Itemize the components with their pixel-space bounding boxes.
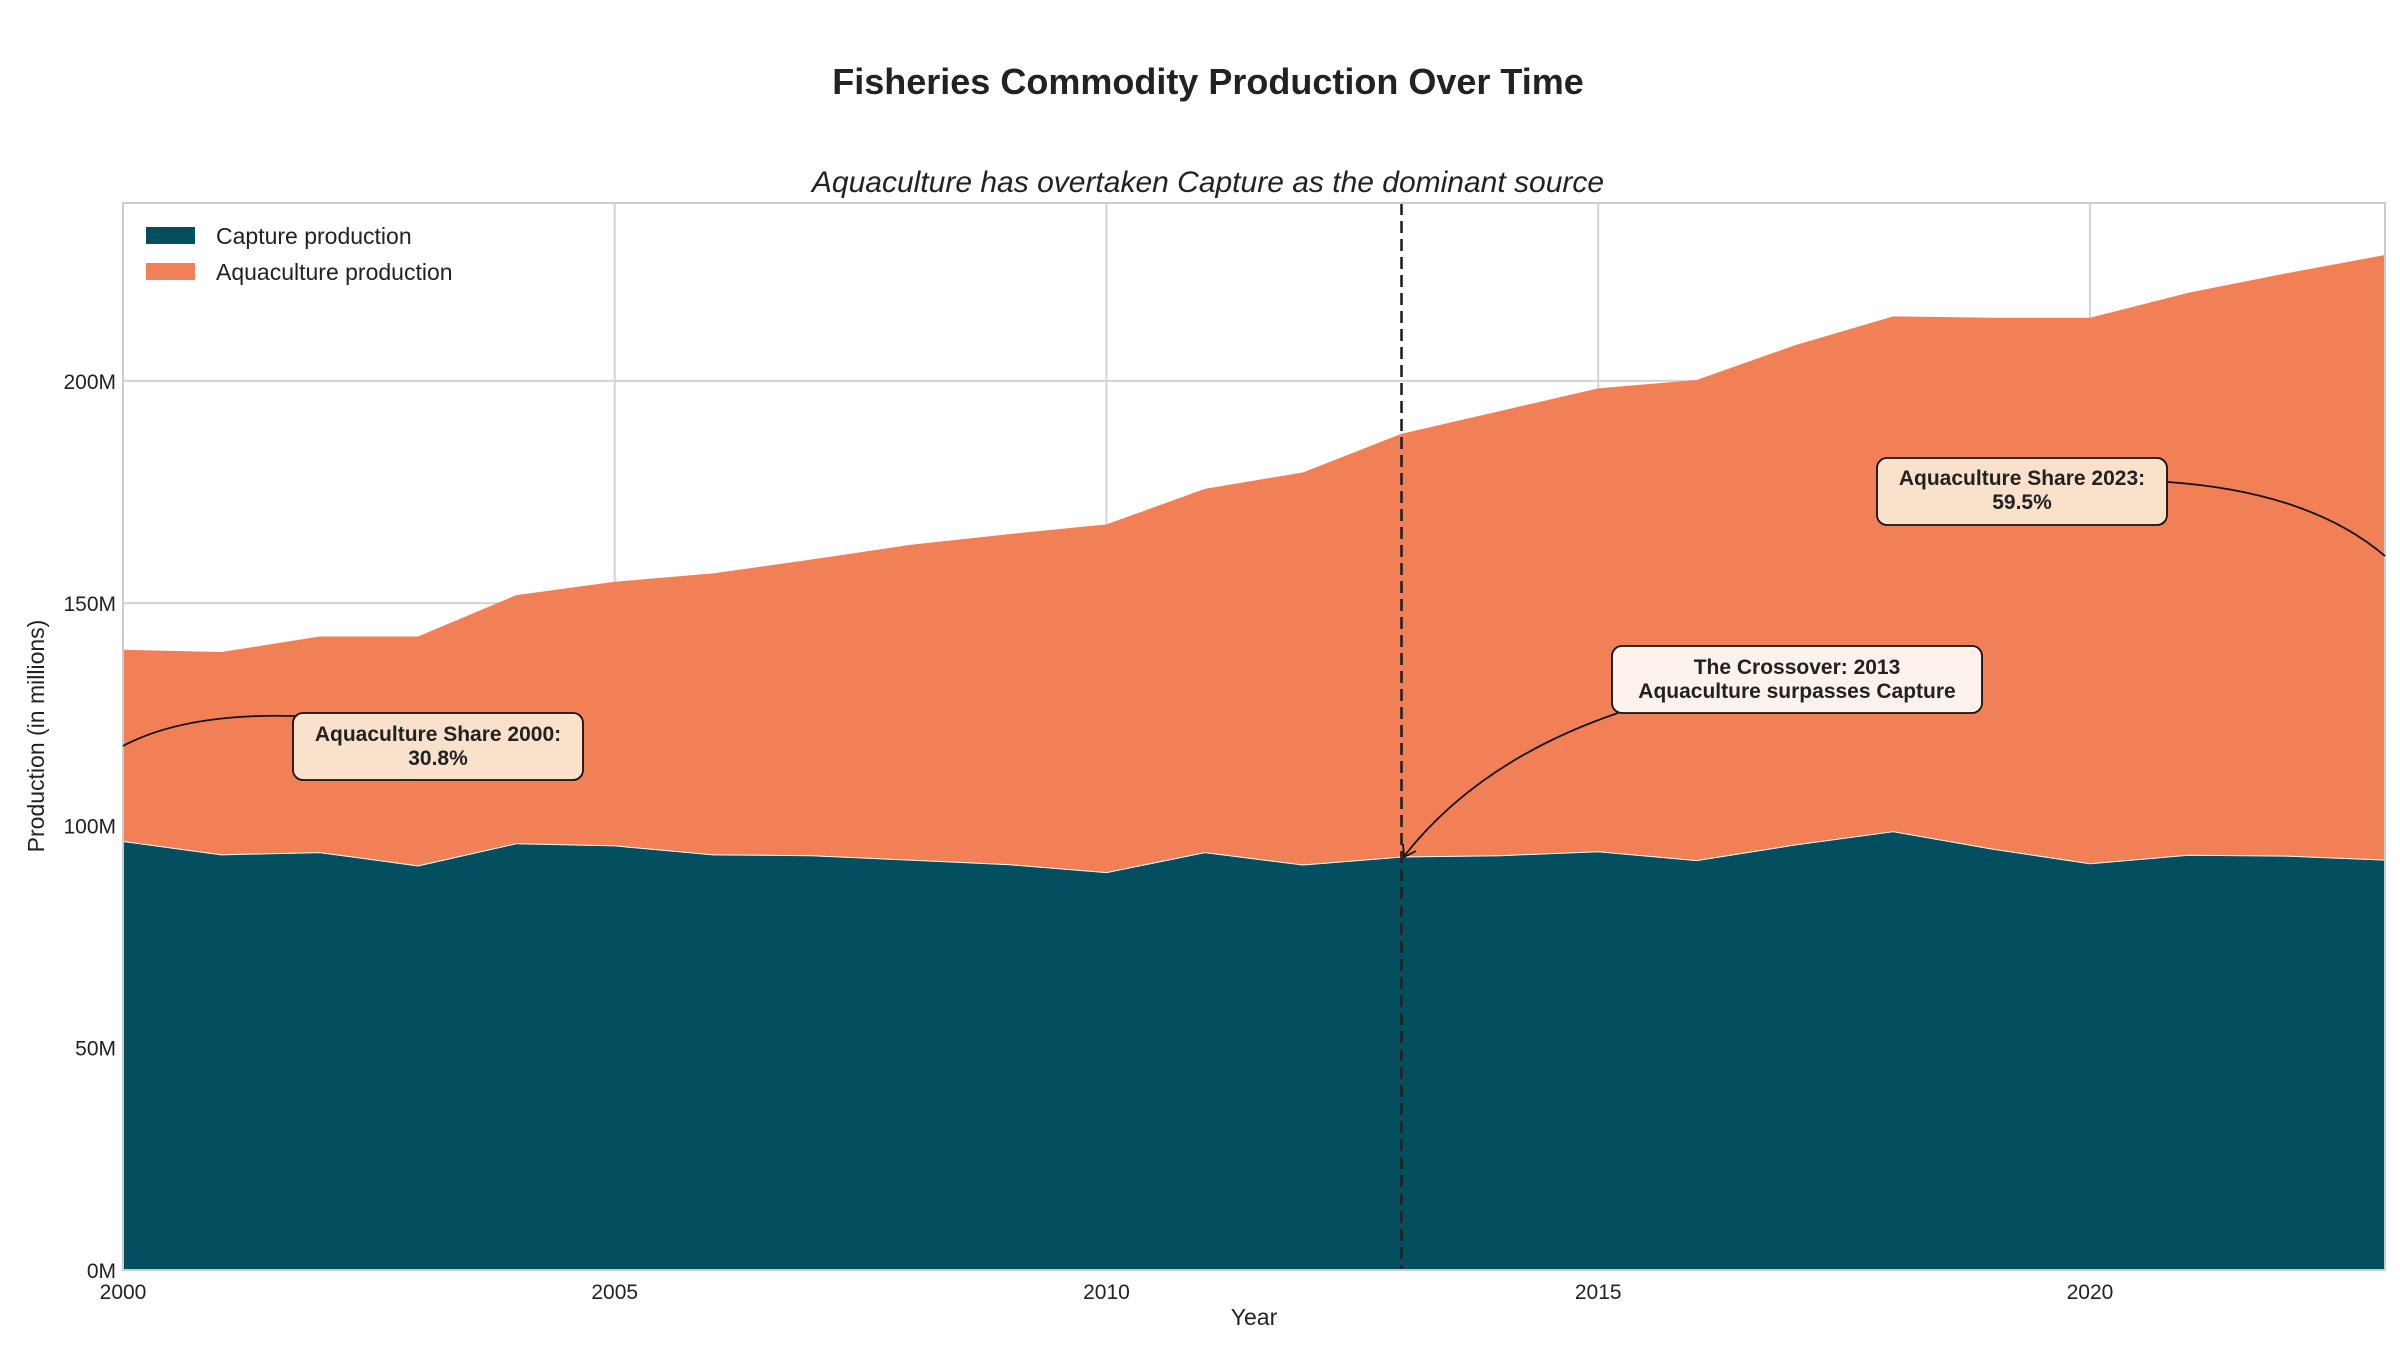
- x-tick-label-2000: 2000: [100, 1281, 147, 1304]
- series-area-aquaculture: [123, 255, 2385, 873]
- annotation-arrow-crossover: [1404, 712, 1619, 856]
- y-tick-label-100M: 100M: [63, 815, 116, 838]
- y-tick-label-0M: 0M: [87, 1260, 116, 1283]
- x-tick-label-2020: 2020: [2067, 1281, 2114, 1304]
- annotation-text-2023-line1: Aquaculture Share 2023:: [1899, 467, 2145, 490]
- annotation-arrow-2000: [122, 714, 296, 747]
- legend-label-capture: Capture production: [216, 223, 412, 249]
- annotations: Aquaculture Share 2000: 30.8% The Crosso…: [122, 457, 2386, 859]
- legend: Capture production Aquaculture productio…: [146, 223, 453, 285]
- area-layer: [122, 255, 2386, 1270]
- annotation-arrow-2023: [2167, 481, 2386, 557]
- chart-title: Fisheries Commodity Production Over Time: [832, 61, 1584, 102]
- plot-frame: [122, 202, 2386, 1271]
- x-axis-label: Year: [1231, 1304, 1278, 1330]
- annotation-text-2023-line2: 59.5%: [1992, 491, 2052, 514]
- x-tick-label-2015: 2015: [1575, 1281, 1622, 1304]
- annotation-text-2000-line1: Aquaculture Share 2000:: [315, 723, 561, 746]
- annotation-arrowhead-crossover: [1402, 843, 1417, 859]
- legend-label-aquaculture: Aquaculture production: [216, 259, 453, 285]
- annotation-text-crossover-line1: The Crossover: 2013: [1694, 656, 1901, 679]
- y-tick-label-200M: 200M: [63, 371, 116, 394]
- legend-swatch-capture: [146, 227, 195, 244]
- annotation-box-2000: [292, 712, 584, 781]
- legend-swatch-aquaculture: [146, 263, 195, 280]
- x-tick-label-2010: 2010: [1083, 1281, 1130, 1304]
- y-tick-label-50M: 50M: [75, 1038, 116, 1061]
- annotation-box-crossover: [1611, 645, 1983, 714]
- annotation-2000: Aquaculture Share 2000: 30.8%: [292, 712, 584, 781]
- annotation-text-crossover-line2: Aquaculture surpasses Capture: [1638, 680, 1955, 703]
- ticks: 2000 2005 2010 2015 2020 0M 50M 100M 150M 200M: [63, 371, 2113, 1304]
- series-area-capture: [123, 831, 2385, 1270]
- annotation-crossover: The Crossover: 2013 Aquaculture surpasse…: [1611, 645, 1983, 714]
- x-tick-label-2005: 2005: [591, 1281, 638, 1304]
- y-axis-label: Production (in millions): [23, 620, 49, 853]
- y-tick-label-150M: 150M: [63, 593, 116, 616]
- chart-subtitle: Aquaculture has overtaken Capture as the…: [810, 166, 1604, 199]
- annotation-2023: Aquaculture Share 2023: 59.5%: [1876, 457, 2168, 526]
- annotation-text-2000-line2: 30.8%: [408, 747, 468, 770]
- annotation-box-2023: [1876, 457, 2168, 526]
